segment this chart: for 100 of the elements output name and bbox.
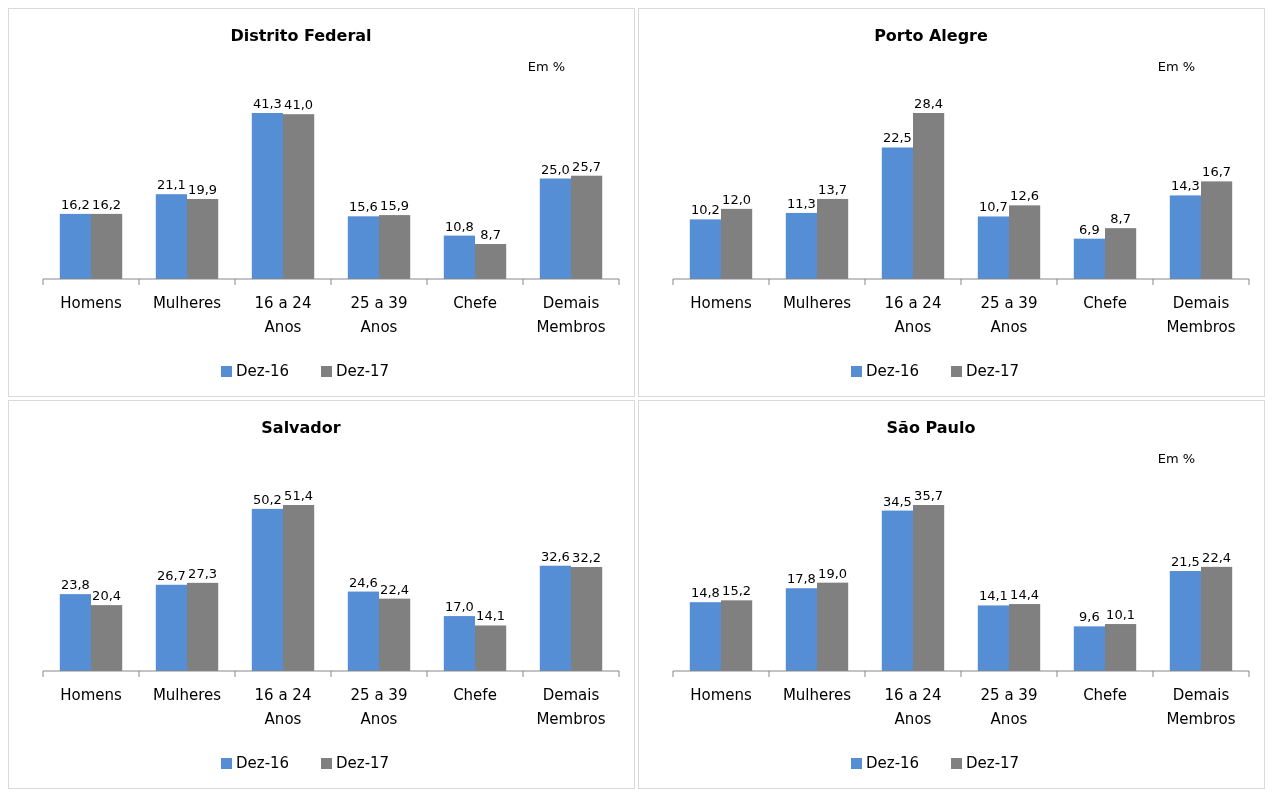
x-tick-label: 16 a 24 Anos <box>884 686 942 728</box>
chart-title: Distrito Federal <box>230 26 372 45</box>
data-label: 34,5 <box>882 493 912 509</box>
x-tick-label: Homens <box>60 294 122 312</box>
text: Em % <box>1157 59 1196 74</box>
data-label: 15,2 <box>722 583 752 599</box>
bar <box>59 213 91 279</box>
bar <box>1073 626 1105 671</box>
data-label: 16,2 <box>60 196 90 212</box>
data-label: 35,7 <box>914 488 944 503</box>
data-label: 17,0 <box>444 599 474 615</box>
x-tick-label: Demais Membros <box>1166 686 1236 728</box>
data-label: 21,1 <box>156 177 186 193</box>
bar <box>155 584 187 671</box>
data-label: 22,4 <box>1202 549 1232 565</box>
bar <box>347 591 379 671</box>
bar <box>785 588 817 671</box>
data-label: 15,9 <box>380 198 410 214</box>
bar <box>539 178 571 279</box>
data-label: 13,7 <box>818 181 848 197</box>
x-tick-label: 25 a 39 Anos <box>980 294 1038 336</box>
data-label: 10,8 <box>444 218 474 234</box>
data-label: 19,9 <box>188 182 218 198</box>
bar <box>977 605 1009 671</box>
x-tick-label: Demais Membros <box>536 294 606 336</box>
x-tick-label: Mulheres <box>152 686 222 704</box>
data-label: 41,3 <box>252 96 282 111</box>
x-tick-label: Demais Membros <box>536 686 606 728</box>
data-label: 27,3 <box>188 565 218 581</box>
data-label: 25,0 <box>540 161 570 177</box>
bar <box>59 594 91 671</box>
data-label: 51,4 <box>284 488 314 503</box>
bar <box>785 212 817 279</box>
data-label: 41,0 <box>284 97 314 113</box>
data-label: 25,7 <box>572 158 602 174</box>
bar <box>689 219 721 279</box>
x-tick-label: Homens <box>60 686 122 704</box>
bar <box>881 510 913 671</box>
data-label: 14,3 <box>1170 178 1200 194</box>
data-label: 21,5 <box>1170 554 1200 570</box>
x-tick-label: Chefe <box>453 294 497 312</box>
data-label: 22,4 <box>380 581 410 597</box>
data-label: 16,7 <box>1202 164 1232 180</box>
data-label: 14,1 <box>978 588 1008 604</box>
chart-title: Porto Alegre <box>874 26 989 45</box>
bar <box>443 235 475 279</box>
data-label: 17,8 <box>786 571 816 587</box>
x-tick-label: Mulheres <box>782 294 852 312</box>
x-tick-label: Homens <box>690 686 752 704</box>
text: Em % <box>527 59 566 74</box>
data-label: 32,6 <box>540 548 570 564</box>
x-tick-label: 16 a 24 Anos <box>254 294 312 336</box>
data-label: 9,6 <box>1079 609 1100 625</box>
x-tick-label: Chefe <box>453 686 497 704</box>
x-tick-label: Homens <box>690 294 752 312</box>
text: Em % <box>1157 451 1196 466</box>
bar <box>251 508 283 671</box>
data-label: 23,8 <box>60 577 90 593</box>
legend-label: Dez-17 <box>966 754 1020 772</box>
data-label: 16,2 <box>92 196 122 212</box>
bar <box>347 216 379 279</box>
data-label: 22,5 <box>882 130 912 146</box>
bar <box>155 194 187 279</box>
data-label: 32,2 <box>572 550 602 566</box>
data-label: 50,2 <box>252 491 282 507</box>
data-label: 20,4 <box>92 588 122 604</box>
bar <box>977 216 1009 279</box>
data-label: 14,8 <box>690 585 720 601</box>
bar <box>1073 238 1105 279</box>
data-label: 28,4 <box>914 96 944 111</box>
x-tick-label: Chefe <box>1083 294 1127 312</box>
bar <box>689 602 721 671</box>
legend-label: Dez-17 <box>336 362 390 380</box>
x-tick-label: Mulheres <box>152 294 222 312</box>
x-tick-label: Chefe <box>1083 686 1127 704</box>
x-tick-label: 16 a 24 Anos <box>254 686 312 728</box>
x-tick-label: 16 a 24 Anos <box>884 294 942 336</box>
x-tick-label: Mulheres <box>782 686 852 704</box>
legend-label: Dez-17 <box>336 754 390 772</box>
x-tick-label: 25 a 39 Anos <box>350 294 408 336</box>
data-label: 26,7 <box>156 567 186 583</box>
data-label: 10,7 <box>978 199 1008 215</box>
data-label: 11,3 <box>786 195 816 211</box>
data-label: 6,9 <box>1079 221 1100 237</box>
legend-label: Dez-16 <box>236 362 290 380</box>
data-label: 8,7 <box>480 227 501 243</box>
data-label: 10,2 <box>690 202 720 218</box>
legend-label: Dez-16 <box>866 362 920 380</box>
legend-label: Dez-17 <box>966 362 1020 380</box>
bar <box>1169 195 1201 279</box>
bar <box>539 565 571 671</box>
data-label: 8,7 <box>1110 211 1131 227</box>
data-label: 14,4 <box>1010 587 1040 603</box>
data-label: 24,6 <box>348 574 378 590</box>
data-label: 19,0 <box>818 565 848 581</box>
bar <box>251 113 283 279</box>
x-tick-label: Demais Membros <box>1166 294 1236 336</box>
bar <box>1169 571 1201 671</box>
chart-title: Salvador <box>261 418 341 437</box>
data-label: 12,0 <box>722 191 752 207</box>
